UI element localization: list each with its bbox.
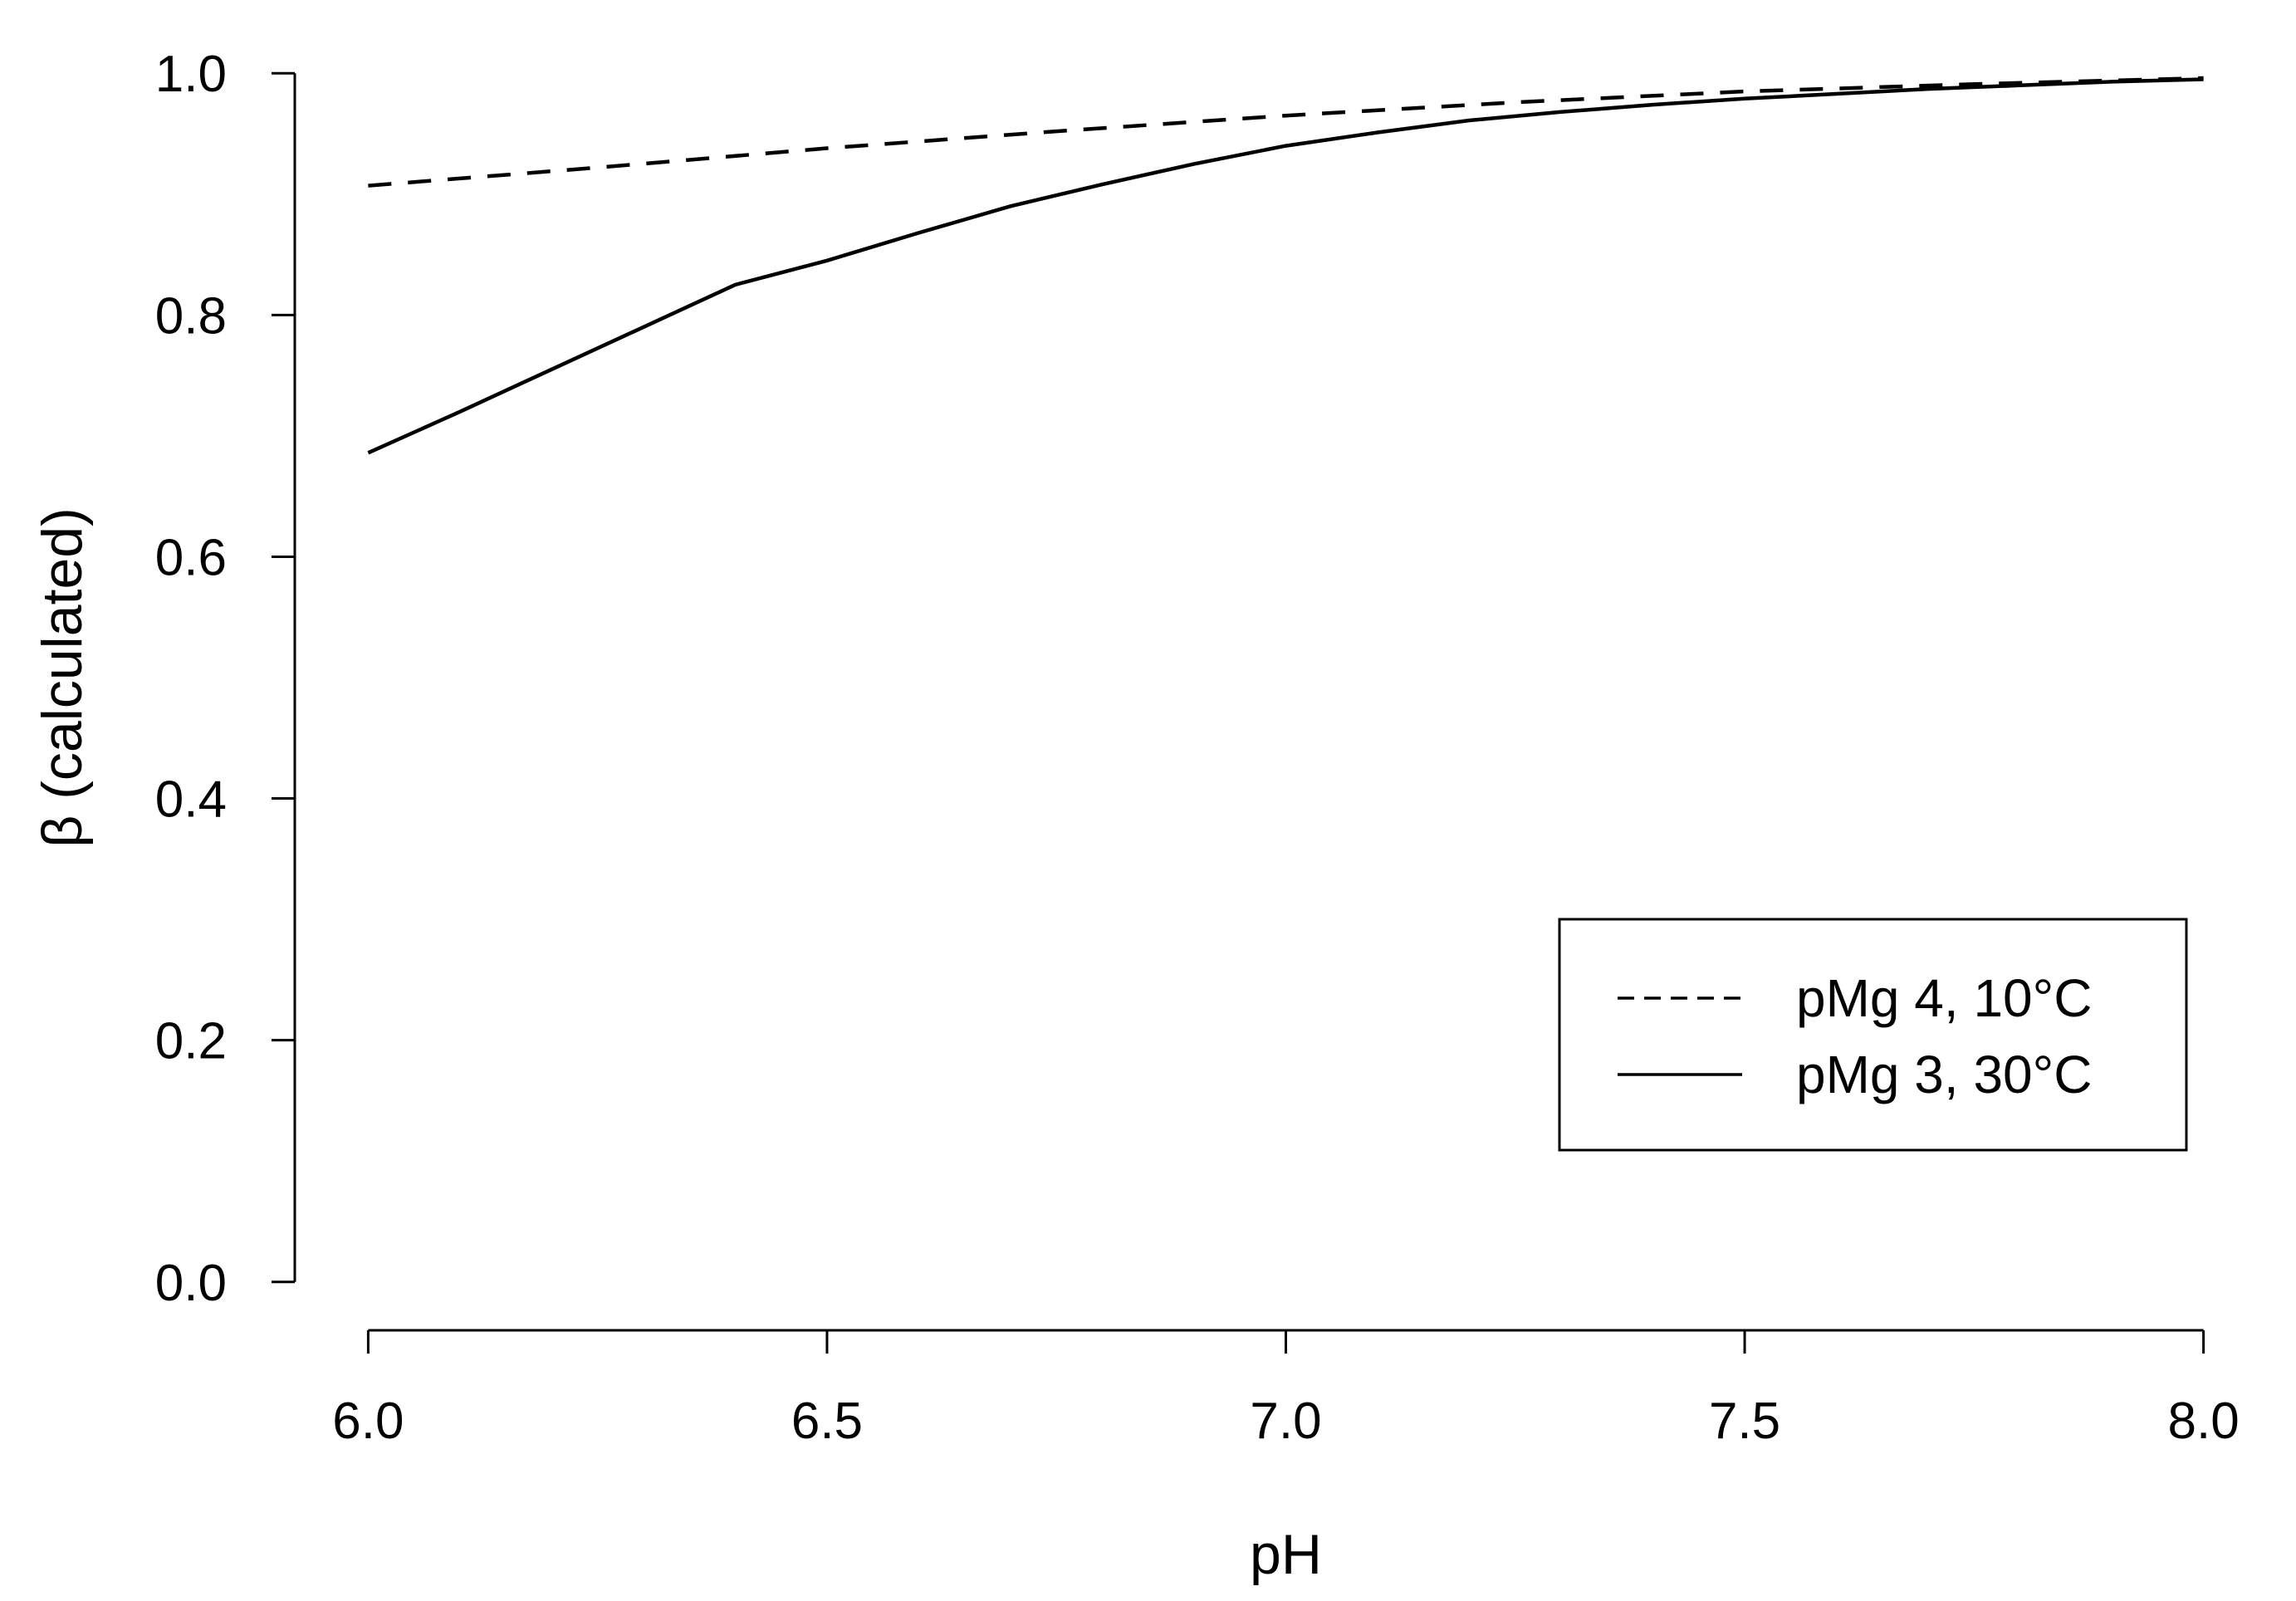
- x-tick-label: 6.5: [791, 1393, 863, 1450]
- y-tick-label: 1.0: [155, 46, 227, 103]
- x-tick-label: 7.0: [1250, 1393, 1321, 1450]
- y-tick-label: 0.6: [155, 529, 227, 586]
- x-tick-label: 7.5: [1709, 1393, 1780, 1450]
- x-axis-title: pH: [1250, 1523, 1322, 1586]
- legend-label-2: pMg 3, 30°C: [1796, 1045, 2092, 1104]
- series-line-1: [368, 76, 2204, 188]
- legend-box: [1558, 918, 2188, 1152]
- x-tick-label: 8.0: [2167, 1393, 2239, 1450]
- series-layer: [367, 76, 2204, 455]
- axes: 6.0 6.5 7.0 7.5 8.0 0.0 0.2 0.4 0.6 0.8 1.0: [155, 46, 2240, 1450]
- series-line-2: [367, 77, 2204, 455]
- legend-label-1: pMg 4, 10°C: [1796, 968, 2092, 1028]
- legend: pMg 4, 10°C pMg 3, 30°C: [1558, 918, 2188, 1152]
- y-tick-label: 0.2: [155, 1013, 227, 1070]
- y-tick-label: 0.8: [155, 287, 227, 345]
- x-tick-label: 6.0: [332, 1393, 404, 1450]
- y-tick-label: 0.0: [155, 1255, 227, 1312]
- y-tick-label: 0.4: [155, 771, 227, 829]
- y-axis-title: β (calculated): [31, 507, 94, 848]
